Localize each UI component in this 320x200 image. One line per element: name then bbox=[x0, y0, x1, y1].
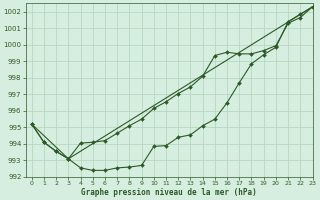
X-axis label: Graphe pression niveau de la mer (hPa): Graphe pression niveau de la mer (hPa) bbox=[81, 188, 257, 197]
